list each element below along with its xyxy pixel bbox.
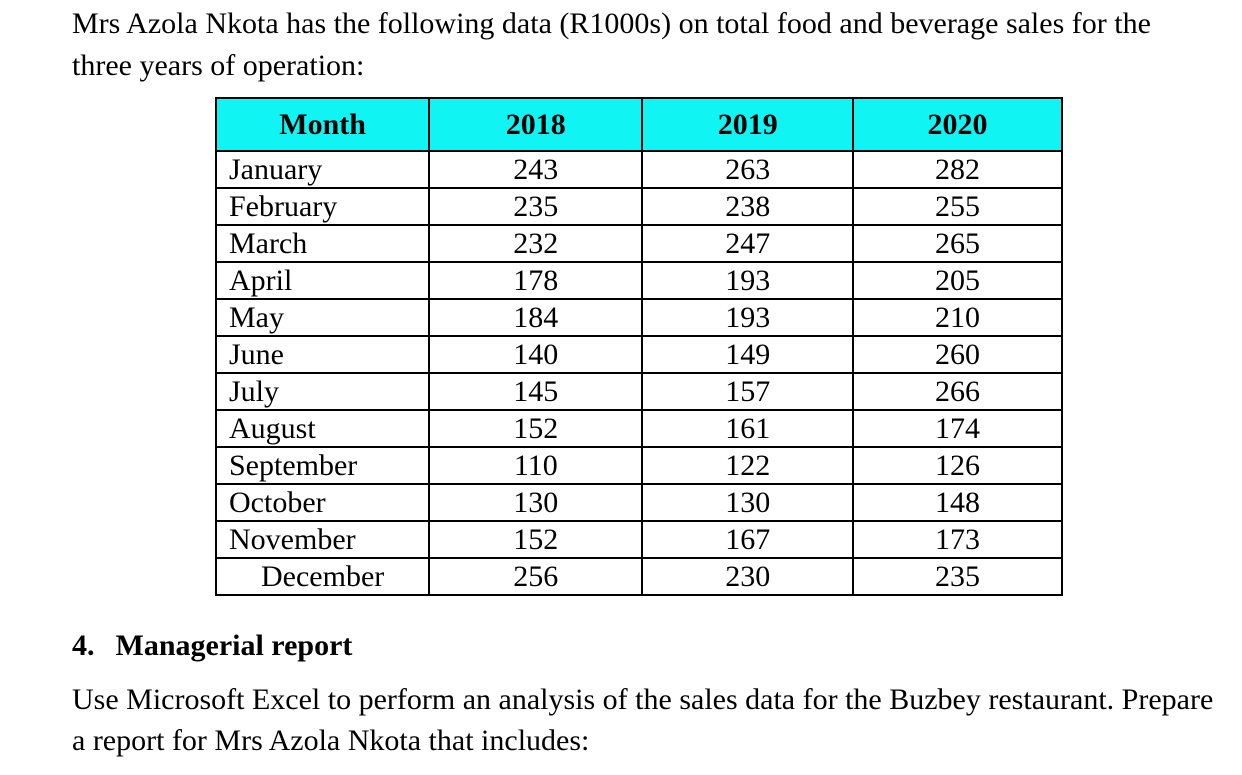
- table-row: December 256 230 235: [214, 557, 1063, 596]
- closing-paragraph: Use Microsoft Excel to perform an analys…: [72, 683, 1214, 757]
- value-cell-2019: 193: [641, 298, 855, 337]
- value-cell-2018: 140: [428, 335, 644, 374]
- table-row: July 145 157 266: [214, 372, 1063, 411]
- value-cell-2019: 193: [641, 261, 855, 300]
- column-header-2018: 2018: [428, 97, 644, 152]
- month-cell: August: [214, 409, 431, 448]
- value-cell-2020: 260: [852, 335, 1063, 374]
- value-cell-2019: 263: [641, 150, 855, 189]
- value-cell-2020: 265: [852, 224, 1063, 263]
- value-cell-2020: 148: [852, 483, 1063, 522]
- value-cell-2019: 238: [641, 187, 855, 226]
- table-row: March 232 247 265: [214, 224, 1063, 263]
- value-cell-2018: 110: [428, 446, 644, 485]
- value-cell-2020: 126: [852, 446, 1063, 485]
- sales-table-body: January 243 263 282 February 235 238 255…: [214, 150, 1063, 596]
- value-cell-2019: 167: [641, 520, 855, 559]
- month-cell: September: [214, 446, 431, 485]
- table-header-row: Month 2018 2019 2020: [214, 97, 1063, 152]
- month-cell: May: [214, 298, 431, 337]
- month-cell: July: [214, 372, 431, 411]
- table-row: November 152 167 173: [214, 520, 1063, 559]
- section-heading: 4. Managerial report: [72, 626, 352, 666]
- value-cell-2020: 173: [852, 520, 1063, 559]
- value-cell-2019: 247: [641, 224, 855, 263]
- value-cell-2019: 130: [641, 483, 855, 522]
- value-cell-2018: 152: [428, 520, 644, 559]
- table-row: May 184 193 210: [214, 298, 1063, 337]
- value-cell-2020: 282: [852, 150, 1063, 189]
- month-cell: December: [214, 557, 431, 596]
- month-cell: June: [214, 335, 431, 374]
- value-cell-2019: 230: [641, 557, 855, 596]
- value-cell-2018: 178: [428, 261, 644, 300]
- month-cell: November: [214, 520, 431, 559]
- sales-table: Month 2018 2019 2020 January 243 263 282…: [214, 97, 1063, 596]
- value-cell-2018: 130: [428, 483, 644, 522]
- value-cell-2018: 232: [428, 224, 644, 263]
- column-header-month: Month: [214, 97, 431, 152]
- table-row: January 243 263 282: [214, 150, 1063, 189]
- value-cell-2018: 243: [428, 150, 644, 189]
- value-cell-2020: 174: [852, 409, 1063, 448]
- table-row: February 235 238 255: [214, 187, 1063, 226]
- table-row: September 110 122 126: [214, 446, 1063, 485]
- value-cell-2018: 145: [428, 372, 644, 411]
- column-header-2020: 2020: [852, 97, 1063, 152]
- value-cell-2020: 235: [852, 557, 1063, 596]
- value-cell-2019: 157: [641, 372, 855, 411]
- value-cell-2019: 161: [641, 409, 855, 448]
- value-cell-2018: 256: [428, 557, 644, 596]
- value-cell-2018: 184: [428, 298, 644, 337]
- table-row: August 152 161 174: [214, 409, 1063, 448]
- month-cell: March: [214, 224, 431, 263]
- table-row: October 130 130 148: [214, 483, 1063, 522]
- section-heading-number: 4.: [72, 629, 95, 662]
- value-cell-2019: 149: [641, 335, 855, 374]
- sales-table-header: Month 2018 2019 2020: [214, 97, 1063, 152]
- month-cell: April: [214, 261, 431, 300]
- column-header-2019: 2019: [641, 97, 855, 152]
- value-cell-2018: 235: [428, 187, 644, 226]
- value-cell-2018: 152: [428, 409, 644, 448]
- value-cell-2020: 210: [852, 298, 1063, 337]
- month-cell: January: [214, 150, 431, 189]
- intro-paragraph: Mrs Azola Nkota has the following data (…: [72, 7, 1151, 82]
- section-heading-title: Managerial report: [115, 629, 353, 662]
- month-cell: February: [214, 187, 431, 226]
- value-cell-2019: 122: [641, 446, 855, 485]
- month-cell: October: [214, 483, 431, 522]
- table-row: April 178 193 205: [214, 261, 1063, 300]
- value-cell-2020: 205: [852, 261, 1063, 300]
- value-cell-2020: 266: [852, 372, 1063, 411]
- value-cell-2020: 255: [852, 187, 1063, 226]
- table-row: June 140 149 260: [214, 335, 1063, 374]
